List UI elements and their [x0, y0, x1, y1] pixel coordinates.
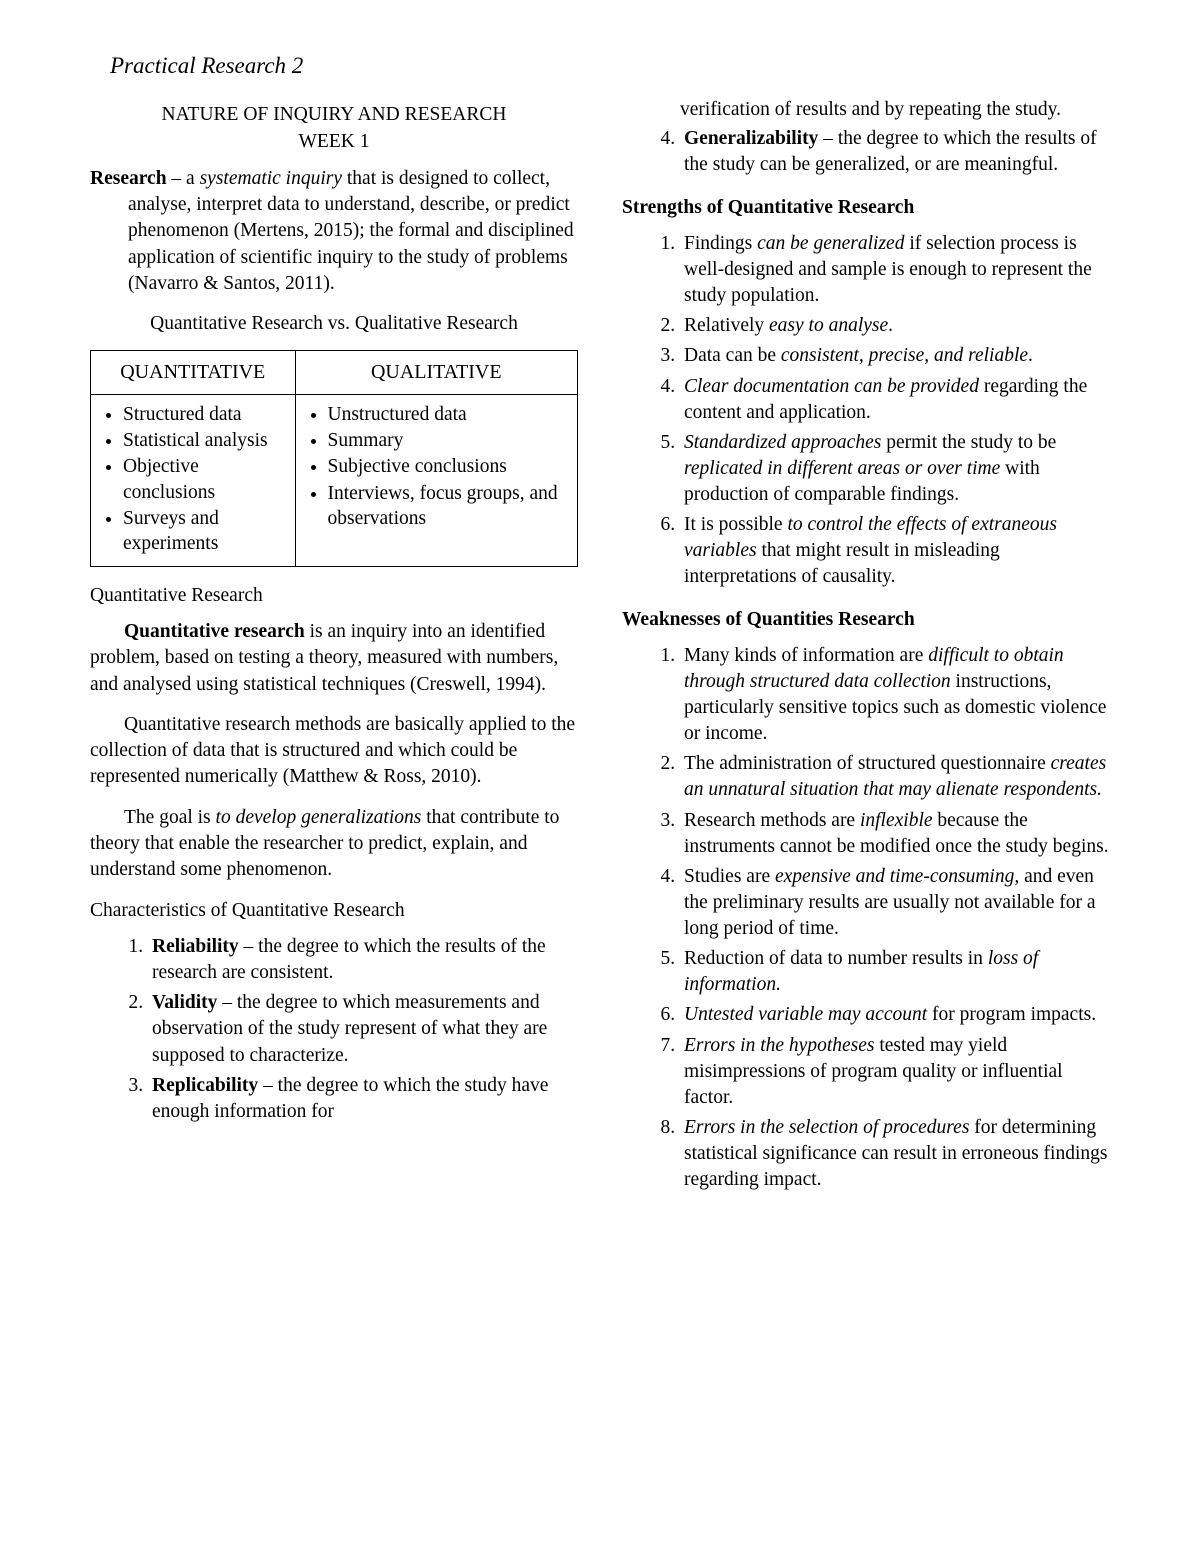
plain-text: Reduction of data to number results in	[684, 948, 988, 969]
strength-item: Relatively easy to analyse.	[680, 313, 1110, 339]
italic-text: Errors in the hypotheses	[684, 1035, 874, 1056]
plain-text: .	[1028, 345, 1033, 366]
strength-item: Findings can be generalized if selection…	[680, 231, 1110, 309]
quant-item: Structured data	[123, 402, 285, 427]
table-head-qual: QUALITATIVE	[295, 350, 577, 394]
dash: – a	[167, 168, 200, 189]
plain-text: The administration of structured questio…	[684, 753, 1051, 774]
plain-text: It is possible	[684, 514, 787, 535]
italic-text: replicated in different areas or over ti…	[684, 458, 1000, 479]
weakness-item: Many kinds of information are difficult …	[680, 643, 1110, 748]
qr-paragraph-2: Quantitative research methods are basica…	[90, 712, 578, 791]
plain-text: Studies are	[684, 866, 775, 887]
research-definition: Research – a systematic inquiry that is …	[90, 166, 578, 298]
left-column: NATURE OF INQUIRY AND RESEARCH WEEK 1 Re…	[90, 97, 578, 1209]
qr-bold: Quantitative research	[124, 621, 305, 642]
weakness-item: Untested variable may account for progra…	[680, 1002, 1110, 1028]
italic-text: expensive and time-consuming,	[775, 866, 1019, 887]
strength-item: Data can be consistent, precise, and rel…	[680, 343, 1110, 369]
two-column-layout: NATURE OF INQUIRY AND RESEARCH WEEK 1 Re…	[90, 97, 1110, 1209]
quant-item: Statistical analysis	[123, 428, 285, 453]
strength-item: Standardized approaches permit the study…	[680, 430, 1110, 508]
compare-heading: Quantitative Research vs. Qualitative Re…	[90, 311, 578, 337]
char-bold: Validity	[152, 992, 217, 1013]
qual-item: Unstructured data	[328, 402, 567, 427]
italic-text: Standardized approaches	[684, 432, 881, 453]
heading-line-1: NATURE OF INQUIRY AND RESEARCH	[162, 104, 507, 125]
char-3-continuation: verification of results and by repeating…	[622, 97, 1110, 123]
qr-label: Quantitative Research	[90, 583, 578, 609]
qr-p3-ital: to develop generalizations	[216, 807, 422, 828]
italic-text: Clear documentation can be provided	[684, 376, 979, 397]
table-head-quant: QUANTITATIVE	[91, 350, 296, 394]
italic-text: easy to analyse	[769, 315, 888, 336]
char-item: Validity – the degree to which measureme…	[148, 990, 578, 1068]
weakness-item: The administration of structured questio…	[680, 751, 1110, 803]
char-item: Reliability – the degree to which the re…	[148, 934, 578, 986]
weakness-item: Studies are expensive and time-consuming…	[680, 864, 1110, 942]
characteristics-list-cont: Generalizability – the degree to which t…	[622, 126, 1110, 178]
strengths-list: Findings can be generalized if selection…	[622, 231, 1110, 591]
section-heading: NATURE OF INQUIRY AND RESEARCH WEEK 1	[90, 101, 578, 156]
weakness-item: Reduction of data to number results in l…	[680, 946, 1110, 998]
qual-item: Interviews, focus groups, and observatio…	[328, 481, 567, 532]
quant-item: Objective conclusions	[123, 454, 285, 505]
table-cell-qual: Unstructured data Summary Subjective con…	[295, 394, 577, 566]
italic-text: consistent, precise, and reliable	[781, 345, 1028, 366]
plain-text: Relatively	[684, 315, 769, 336]
char-bold: Replicability	[152, 1075, 258, 1096]
plain-text: permit the study to be	[881, 432, 1056, 453]
compare-table: QUANTITATIVE QUALITATIVE Structured data…	[90, 350, 578, 567]
weaknesses-list: Many kinds of information are difficult …	[622, 643, 1110, 1194]
italic-text: can be generalized	[757, 233, 904, 254]
heading-line-2: WEEK 1	[299, 131, 370, 152]
strength-item: It is possible to control the effects of…	[680, 512, 1110, 590]
plain-text: for program impacts.	[927, 1004, 1096, 1025]
char-bold: Reliability	[152, 936, 239, 957]
weakness-item: Errors in the selection of procedures fo…	[680, 1115, 1110, 1193]
weakness-item: Research methods are inflexible because …	[680, 808, 1110, 860]
char-item: Replicability – the degree to which the …	[148, 1073, 578, 1125]
weaknesses-heading: Weaknesses of Quantities Research	[622, 607, 1110, 633]
char-item: Generalizability – the degree to which t…	[680, 126, 1110, 178]
qr-p3-pre: The goal is	[124, 807, 216, 828]
strengths-heading: Strengths of Quantitative Research	[622, 195, 1110, 221]
table-cell-quant: Structured data Statistical analysis Obj…	[91, 394, 296, 566]
qual-item: Subjective conclusions	[328, 454, 567, 479]
plain-text: Many kinds of information are	[684, 645, 928, 666]
char-bold: Generalizability	[684, 128, 818, 149]
characteristics-heading: Characteristics of Quantitative Research	[90, 898, 578, 924]
qr-paragraph-1: Quantitative research is an inquiry into…	[90, 619, 578, 698]
research-term: Research	[90, 168, 167, 189]
plain-text: Data can be	[684, 345, 781, 366]
strength-item: Clear documentation can be provided rega…	[680, 374, 1110, 426]
right-column: verification of results and by repeating…	[622, 97, 1110, 1209]
qual-item: Summary	[328, 428, 567, 453]
quant-item: Surveys and experiments	[123, 506, 285, 557]
systematic-inquiry: systematic inquiry	[200, 168, 342, 189]
weakness-item: Errors in the hypotheses tested may yiel…	[680, 1033, 1110, 1111]
italic-text: Errors in the selection of procedures	[684, 1117, 969, 1138]
italic-text: Untested variable may account	[684, 1004, 927, 1025]
qr-paragraph-3: The goal is to develop generalizations t…	[90, 805, 578, 884]
italic-text: inflexible	[860, 810, 933, 831]
page-title: Practical Research 2	[110, 50, 1110, 81]
plain-text: .	[888, 315, 893, 336]
plain-text: Findings	[684, 233, 757, 254]
characteristics-list: Reliability – the degree to which the re…	[90, 934, 578, 1125]
plain-text: Research methods are	[684, 810, 860, 831]
